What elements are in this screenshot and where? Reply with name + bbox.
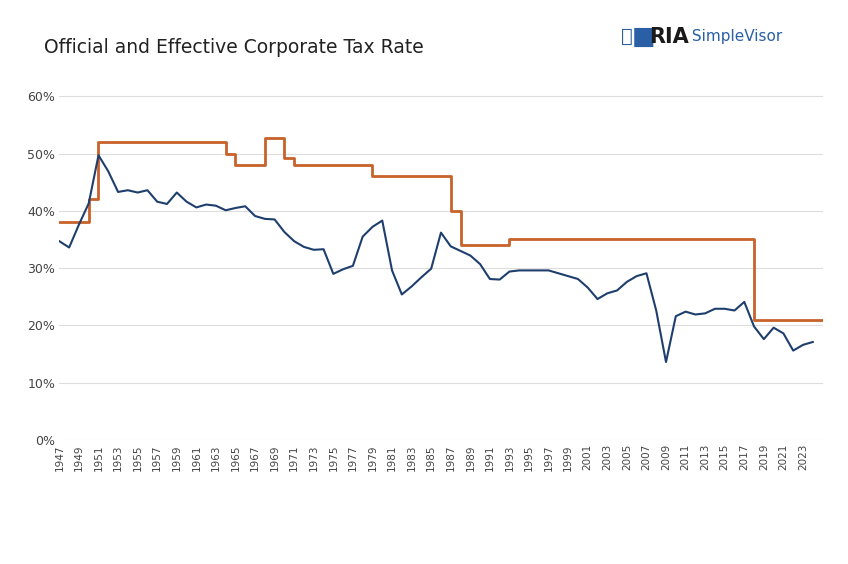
- Line: Effective: Effective: [59, 155, 812, 362]
- Official: [455, 208, 466, 214]
- Text: Official and Effective Corporate Tax Rate: Official and Effective Corporate Tax Rat…: [44, 38, 424, 57]
- Effective: [661, 359, 671, 365]
- Official: [270, 134, 280, 141]
- Text: 🦅: 🦅: [621, 27, 633, 46]
- Official: [259, 134, 270, 141]
- Effective: [54, 238, 64, 245]
- Official: [749, 236, 759, 243]
- Official: [259, 162, 270, 169]
- Official: [505, 242, 515, 249]
- Effective: [309, 246, 319, 253]
- Official: [817, 316, 828, 323]
- Official: [231, 162, 241, 169]
- Official: [446, 173, 456, 180]
- Effective: [93, 152, 103, 158]
- Official: [220, 139, 231, 146]
- Official: [231, 150, 241, 157]
- Official: [279, 134, 289, 141]
- Official: [84, 196, 94, 203]
- Text: SimpleVisor: SimpleVisor: [687, 29, 782, 44]
- Effective: [602, 290, 612, 297]
- Effective: [807, 338, 817, 345]
- Official: [367, 162, 377, 169]
- Text: RIA: RIA: [649, 27, 689, 47]
- Effective: [387, 267, 397, 274]
- Official: [455, 242, 466, 249]
- Official: [505, 236, 515, 243]
- Official: [220, 150, 231, 157]
- Official: [54, 219, 64, 226]
- Official: [446, 208, 456, 214]
- Official: [289, 155, 299, 161]
- Effective: [192, 204, 202, 211]
- Official: [84, 219, 94, 226]
- Effective: [446, 243, 456, 250]
- Official: [270, 134, 280, 141]
- Line: Official: Official: [59, 138, 823, 320]
- Effective: [113, 188, 123, 195]
- Text: ■: ■: [632, 25, 656, 49]
- Official: [93, 196, 103, 203]
- Official: [367, 173, 377, 180]
- Official: [93, 139, 103, 146]
- Official: [749, 316, 759, 323]
- Official: [279, 155, 289, 161]
- Official: [289, 162, 299, 169]
